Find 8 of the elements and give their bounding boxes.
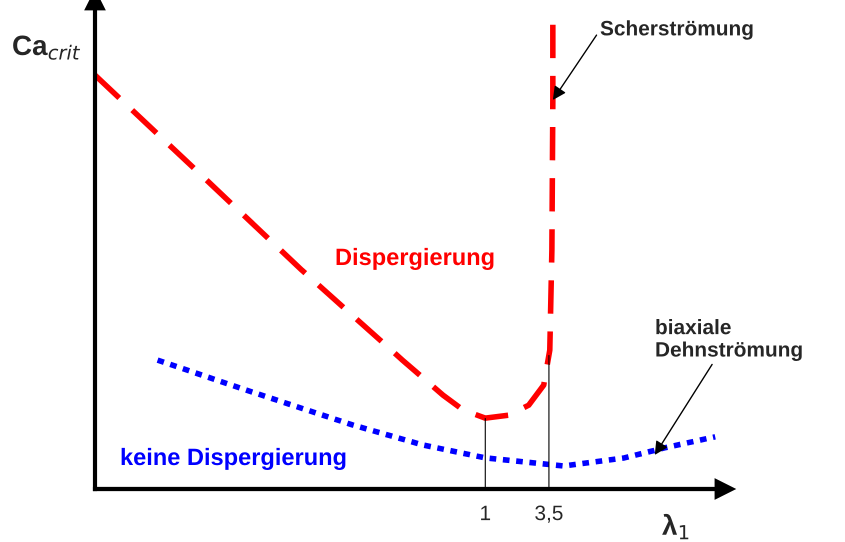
y-axis-title: Ca$_{crit}$ [13, 36, 80, 60]
annotation: biaxiale Dehnströmung [656, 319, 802, 361]
x-tick-label: 1 [481, 506, 490, 520]
x-axis-title: λ$_{1}$ [662, 514, 688, 540]
x-tick-label: 3,5 [535, 506, 563, 523]
annotation: keine Dispergierung [122, 448, 346, 470]
annotation: Dispergierung [336, 248, 494, 270]
annotation: Scherströmung [600, 20, 753, 40]
